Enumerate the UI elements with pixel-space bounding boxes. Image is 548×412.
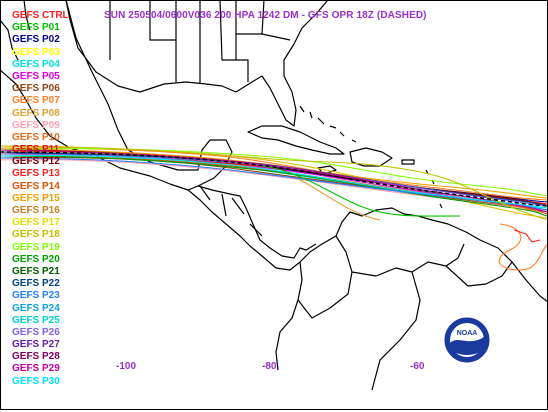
lesser-antilles (425, 169, 443, 209)
legend-item: GEFS P17 (12, 217, 60, 229)
central-america (187, 185, 317, 271)
contour-line (0, 149, 548, 207)
noaa-logo-icon: NOAA (443, 316, 491, 364)
legend-item: GEFS P13 (12, 168, 60, 180)
contour-line (0, 155, 548, 217)
legend-item: GEFS CTRL (12, 10, 69, 21)
contour-line (0, 159, 548, 211)
legend-item: GEFS P21 (12, 265, 60, 277)
legend-item: GEFS P25 (12, 314, 60, 326)
legend-item: GEFS P04 (12, 58, 60, 70)
legend-item: GEFS P06 (12, 83, 60, 95)
legend-item: GEFS P28 (12, 351, 60, 363)
hispaniola (349, 147, 393, 167)
us-coast (65, 0, 329, 127)
legend-item: GEFS P05 (12, 70, 60, 82)
ensemble-contours (0, 145, 548, 271)
lon-label-100w: -100 (116, 361, 137, 372)
legend-item: GEFS P16 (12, 205, 60, 216)
legend-item: GEFS P11 (12, 144, 60, 156)
legend-item: GEFS P09 (12, 119, 60, 131)
contour-line (259, 165, 461, 217)
lon-label-80w: -80 (262, 361, 277, 372)
sa-pacific (275, 261, 303, 371)
legend-item: GEFS P03 (12, 46, 60, 58)
sa-borders (297, 235, 513, 391)
ensemble-legend: GEFS CTRL GEFS P01 GEFS P02 GEFS P03 GEFS P0… (12, 10, 69, 388)
legend-item: GEFS P22 (12, 278, 60, 290)
contour-line (513, 229, 541, 243)
map-title: SUN 250504/0600V036 200 HPA 1242 DM - GF… (104, 10, 427, 21)
puerto-rico (401, 159, 415, 165)
legend-item: GEFS P26 (12, 326, 60, 338)
legend-item: GEFS P07 (12, 95, 60, 107)
legend-item: GEFS P08 (12, 107, 60, 119)
legend-item: GEFS P12 (12, 156, 60, 168)
cuba (247, 125, 345, 155)
baja (0, 0, 31, 61)
south-america (299, 207, 548, 303)
lon-label-60w: -60 (410, 361, 425, 372)
contour-line (0, 147, 548, 219)
legend-item: GEFS P01 (12, 22, 60, 34)
contour-line (0, 145, 548, 221)
legend-item: GEFS P23 (12, 290, 60, 302)
contour-line (0, 151, 548, 207)
contour-line (0, 149, 548, 213)
state-lines (109, 0, 291, 84)
legend-item: GEFS P19 (12, 241, 60, 253)
legend-item: GEFS P24 (12, 302, 60, 314)
contour-line (299, 179, 381, 221)
legend-item: GEFS P30 (12, 375, 60, 387)
bahamas (299, 105, 357, 143)
contour-line (0, 154, 548, 209)
legend-item: GEFS P14 (12, 180, 60, 192)
legend-item: GEFS P02 (12, 34, 60, 46)
legend-item: GEFS P15 (12, 192, 60, 204)
legend-item: GEFS P27 (12, 339, 60, 351)
noaa-logo-text: NOAA (457, 330, 478, 337)
legend-item: GEFS P29 (12, 363, 60, 375)
border-lines (199, 185, 263, 237)
legend-item: GEFS P10 (12, 131, 60, 143)
contour-line (498, 223, 548, 271)
legend-item: GEFS P18 (12, 229, 60, 241)
legend-item: GEFS P20 (12, 253, 60, 265)
